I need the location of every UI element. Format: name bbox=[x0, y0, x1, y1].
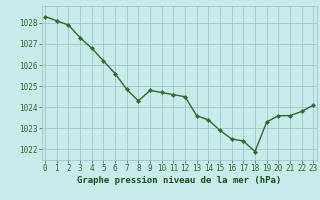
X-axis label: Graphe pression niveau de la mer (hPa): Graphe pression niveau de la mer (hPa) bbox=[77, 176, 281, 185]
